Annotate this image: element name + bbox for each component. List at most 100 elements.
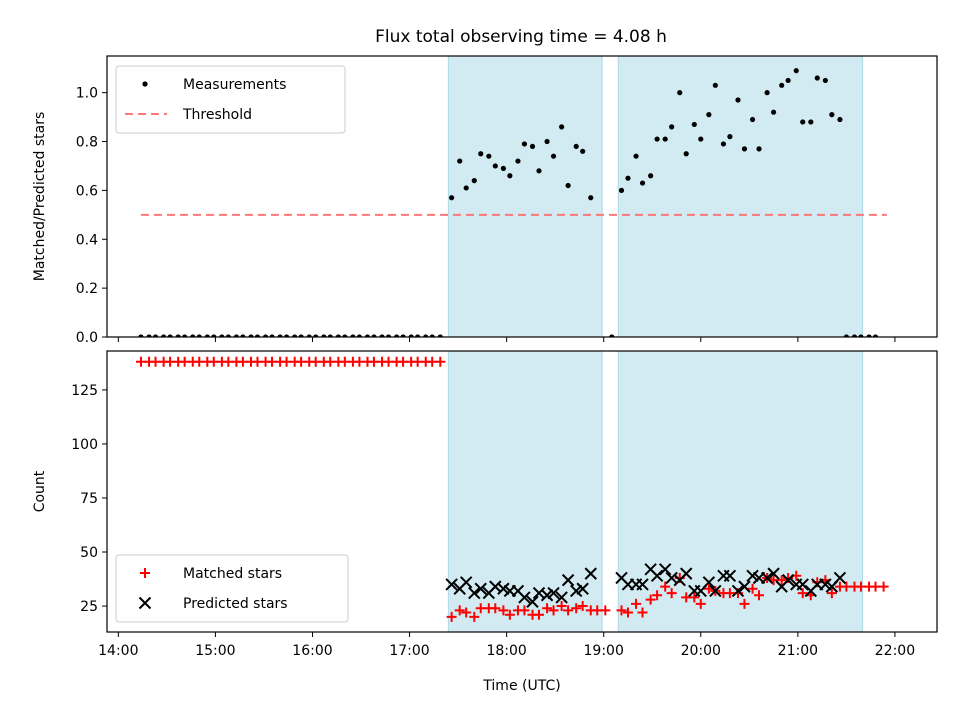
top-y-tick-label: 0.6 xyxy=(76,183,98,199)
bottom-predicted-stars-point xyxy=(760,571,774,585)
top-measurements-point xyxy=(669,124,675,130)
top-measurements-point xyxy=(371,334,377,337)
top-measurements-point xyxy=(463,185,469,191)
top-measurements-point xyxy=(379,334,385,337)
bottom-y-tick-label: 75 xyxy=(80,491,98,507)
bottom-y-tick-label: 25 xyxy=(80,599,98,615)
top-measurements-point xyxy=(741,146,748,152)
top-measurements-point xyxy=(161,334,167,337)
bottom-predicted-stars-point xyxy=(561,573,575,587)
bottom-predicted-stars-point xyxy=(680,567,693,580)
top-measurements-point xyxy=(225,334,231,337)
top-measurements-point xyxy=(529,143,536,150)
bottom-matched-stars-point xyxy=(542,603,553,614)
top-measurements-point xyxy=(196,334,202,337)
x-axis-label: Time (UTC) xyxy=(482,678,560,694)
top-measurements-point xyxy=(486,153,492,159)
top-measurements-point xyxy=(808,119,814,125)
x-tick-label: 19:00 xyxy=(584,643,624,659)
top-measurements-point xyxy=(698,136,704,142)
top-measurements-point xyxy=(814,75,820,81)
legend-matched-stars-swatch xyxy=(140,568,150,578)
top-measurements-point xyxy=(837,116,843,123)
bottom-observing-span-0 xyxy=(447,351,603,632)
x-tick-label: 18:00 xyxy=(486,643,526,659)
top-measurements-point xyxy=(550,153,557,159)
bottom-predicted-stars-point xyxy=(547,586,560,600)
bottom-legend-box xyxy=(115,554,349,623)
top-legend-box xyxy=(115,65,346,134)
bottom-predicted-stars-point xyxy=(738,580,751,593)
top-measurements-point xyxy=(639,180,646,186)
bottom-matched-stars-point xyxy=(504,609,515,620)
top-measurements-point xyxy=(866,334,872,337)
top-measurements-point xyxy=(394,334,400,337)
bottom-matched-stars-point xyxy=(666,588,677,599)
top-measurements-point xyxy=(408,334,414,337)
top-y-tick-label: 0.0 xyxy=(76,330,98,346)
top-measurements-point xyxy=(313,334,319,337)
bottom-legend: Matched stars Predicted stars xyxy=(115,554,349,623)
bottom-predicted-stars-point xyxy=(576,582,589,595)
top-measurements-point xyxy=(764,90,770,96)
bottom-matched-stars-point xyxy=(556,601,567,612)
bottom-predicted-stars-point xyxy=(702,576,716,589)
bottom-matched-stars-point xyxy=(754,590,765,601)
top-measurements-point xyxy=(385,334,392,337)
top-observing-span-1 xyxy=(617,56,864,337)
x-tick-label: 16:00 xyxy=(292,643,332,659)
top-measurements-point xyxy=(829,112,835,118)
bottom-matched-stars-point xyxy=(461,607,472,618)
top-y-tick-label: 1.0 xyxy=(76,86,98,102)
top-measurements-point xyxy=(437,334,443,337)
bottom-y-axis-label: Count xyxy=(32,470,48,512)
bottom-matched-stars-point xyxy=(689,592,700,603)
bottom-predicted-stars-point xyxy=(584,567,597,580)
bottom-predicted-stars-point xyxy=(731,584,745,598)
top-measurements-point xyxy=(544,138,550,145)
bottom-matched-stars-point xyxy=(747,583,758,594)
top-measurements-point xyxy=(507,173,513,179)
bottom-predicted-stars-point xyxy=(833,571,847,585)
bottom-observing-span-1 xyxy=(617,351,864,632)
legend-predicted-stars-swatch xyxy=(138,596,152,610)
bottom-matched-stars-point xyxy=(645,594,656,605)
top-measurements-point xyxy=(335,334,341,337)
top-measurements-point xyxy=(851,334,858,337)
top-y-tick-label: 0.4 xyxy=(76,232,98,248)
top-measurements-point xyxy=(356,334,362,337)
bottom-predicted-stars-point xyxy=(650,569,664,583)
top-measurements-point xyxy=(580,148,586,154)
top-measurements-point xyxy=(662,136,668,142)
top-measurements-point xyxy=(515,158,521,164)
top-measurements-point xyxy=(364,334,371,337)
bottom-matched-stars-point xyxy=(695,598,706,609)
legend-threshold-label: Threshold xyxy=(182,107,252,123)
top-measurements-point xyxy=(683,151,689,157)
top-measurements-point xyxy=(248,334,254,337)
bottom-matched-stars-point xyxy=(577,601,588,612)
bottom-matched-stars-point xyxy=(533,609,544,620)
top-observing-span-0 xyxy=(447,56,603,337)
bottom-matched-stars-point xyxy=(563,605,574,616)
x-tick-label: 22:00 xyxy=(875,643,915,659)
top-measurements-point xyxy=(211,334,217,337)
top-plot-area xyxy=(138,56,887,337)
top-measurements-point xyxy=(573,143,579,150)
top-measurements-point xyxy=(677,90,683,96)
bottom-matched-stars-point xyxy=(571,603,582,614)
bottom-matched-stars-point xyxy=(490,603,501,614)
bottom-matched-stars-point xyxy=(631,598,642,609)
top-measurements-point xyxy=(478,151,484,157)
x-tick-label: 21:00 xyxy=(778,643,818,659)
top-measurements-point xyxy=(449,195,455,201)
top-measurements-point xyxy=(240,334,246,337)
bottom-predicted-stars-point xyxy=(781,573,795,587)
top-measurements-point xyxy=(152,334,159,337)
top-measurements-point xyxy=(429,334,435,337)
top-measurements-point xyxy=(219,334,225,337)
bottom-matched-stars-point xyxy=(498,605,509,616)
bottom-y-tick-label: 100 xyxy=(71,437,98,453)
top-measurements-point xyxy=(735,97,741,103)
